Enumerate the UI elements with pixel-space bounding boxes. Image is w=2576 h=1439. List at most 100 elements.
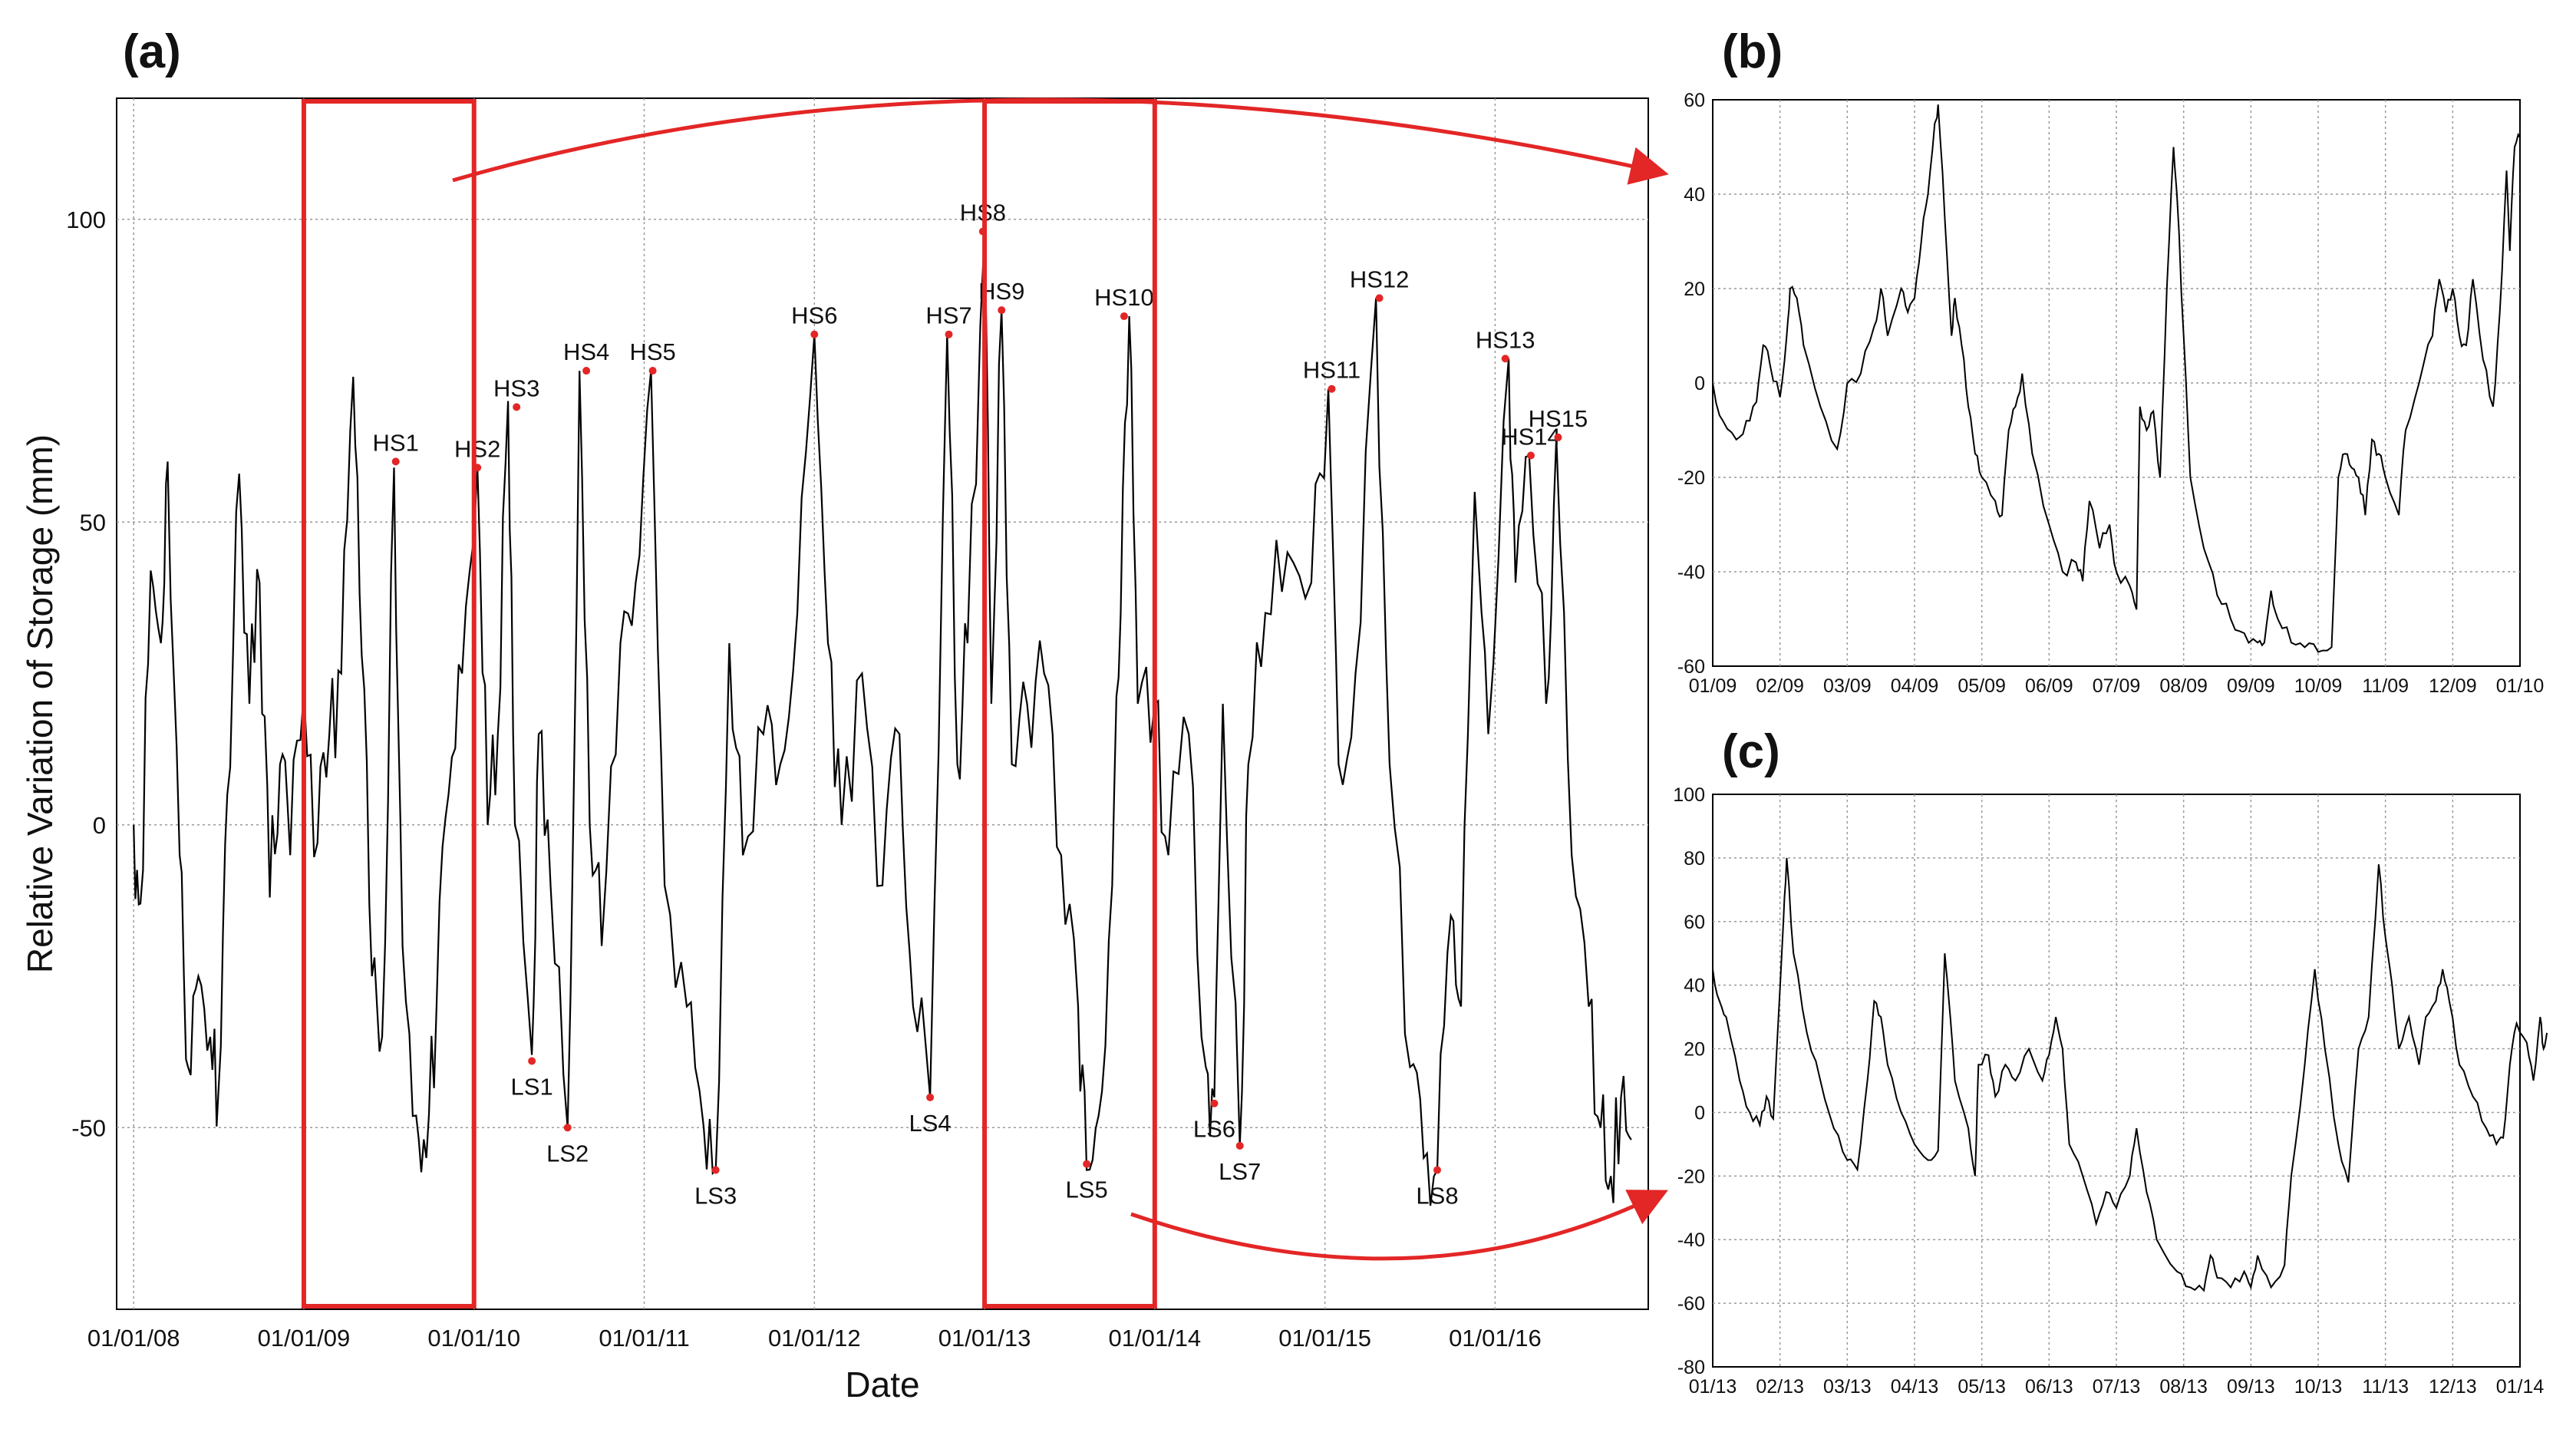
c-ytick-1: -60 bbox=[1677, 1293, 1705, 1315]
a-xtick-5: 01/01/13 bbox=[938, 1325, 1031, 1352]
a-xtick-1: 01/01/09 bbox=[258, 1325, 351, 1352]
marker-hs3 bbox=[513, 403, 521, 411]
c-ytick-5: 20 bbox=[1684, 1039, 1705, 1061]
b-xtick-6: 07/09 bbox=[2093, 675, 2141, 697]
c-ytick-9: 100 bbox=[1673, 784, 1705, 806]
marker-hs11 bbox=[1328, 385, 1336, 393]
marker-hs6 bbox=[810, 330, 819, 338]
c-ytick-8: 80 bbox=[1684, 848, 1705, 870]
label-hs15: HS15 bbox=[1529, 405, 1588, 432]
a-xtick-4: 01/01/12 bbox=[768, 1325, 861, 1352]
marker-hs5 bbox=[648, 367, 657, 375]
b-xtick-12: 01/10 bbox=[2496, 675, 2545, 697]
b-ytick-3: 0 bbox=[1694, 373, 1705, 394]
c-ytick-6: 40 bbox=[1684, 975, 1705, 997]
c-ytick-7: 60 bbox=[1684, 912, 1705, 933]
b-ytick-0: -60 bbox=[1677, 656, 1705, 678]
label-hs14: HS14 bbox=[1501, 424, 1561, 451]
panel-a-label: (a) bbox=[123, 25, 181, 78]
panel-c: 01/13 02/13 03/13 04/13 05/13 06/13 07/13 08/13… bbox=[1673, 784, 2548, 1398]
label-hs5: HS5 bbox=[629, 338, 675, 365]
c-xtick-1: 02/13 bbox=[1756, 1376, 1804, 1398]
b-xtick-8: 09/09 bbox=[2227, 675, 2275, 697]
marker-ls8 bbox=[1433, 1166, 1441, 1174]
label-ls1: LS1 bbox=[511, 1074, 553, 1101]
label-ls7: LS7 bbox=[1219, 1158, 1261, 1185]
c-ytick-2: -40 bbox=[1677, 1229, 1705, 1251]
c-xtick-11: 12/13 bbox=[2429, 1376, 2477, 1398]
b-xtick-10: 11/09 bbox=[2362, 675, 2409, 697]
c-xtick-0: 01/13 bbox=[1689, 1376, 1737, 1398]
b-xtick-1: 02/09 bbox=[1756, 675, 1804, 697]
marker-hs9 bbox=[998, 306, 1006, 315]
label-hs3: HS3 bbox=[493, 375, 539, 401]
panel-b-label: (b) bbox=[1722, 25, 1783, 78]
c-ytick-0: -80 bbox=[1677, 1357, 1705, 1378]
label-ls3: LS3 bbox=[694, 1183, 737, 1210]
marker-hs7 bbox=[945, 330, 953, 338]
marker-ls7 bbox=[1235, 1141, 1244, 1150]
marker-ls2 bbox=[563, 1124, 572, 1132]
label-hs12: HS12 bbox=[1350, 266, 1410, 292]
a-ytick-3: 100 bbox=[66, 206, 106, 233]
a-xtick-0: 01/01/08 bbox=[87, 1325, 180, 1352]
marker-ls6 bbox=[1210, 1099, 1219, 1107]
label-hs4: HS4 bbox=[563, 338, 609, 365]
marker-hs1 bbox=[391, 457, 400, 466]
panel-b: 01/09 02/09 03/09 04/09 05/09 06/09 07/09 08/09… bbox=[1677, 90, 2544, 697]
panel-a-y-axis-label: Relative Variation of Storage (mm) bbox=[20, 434, 60, 973]
a-xtick-7: 01/01/15 bbox=[1278, 1325, 1371, 1352]
a-ytick-1: 0 bbox=[93, 812, 106, 839]
a-xtick-6: 01/01/14 bbox=[1109, 1325, 1202, 1352]
panel-a-ticks: 01/01/08 01/01/09 01/01/10 01/01/11 01/01/12… bbox=[66, 206, 1541, 1352]
highlight-window-1 bbox=[301, 99, 477, 1309]
marker-ls4 bbox=[926, 1093, 935, 1101]
c-storage-line bbox=[1712, 857, 2548, 1292]
marker-hs15 bbox=[1554, 433, 1562, 441]
panel-a-x-axis-label: Date bbox=[845, 1365, 919, 1404]
marker-hs12 bbox=[1375, 294, 1384, 302]
b-xtick-3: 04/09 bbox=[1891, 675, 1939, 697]
c-xtick-6: 07/13 bbox=[2093, 1376, 2141, 1398]
c-xtick-2: 03/13 bbox=[1823, 1376, 1872, 1398]
label-hs1: HS1 bbox=[373, 429, 419, 456]
panel-a: 01/01/08 01/01/09 01/01/10 01/01/11 01/01/12… bbox=[20, 97, 1649, 1404]
b-storage-line bbox=[1712, 104, 2521, 653]
panel-c-ticks: 01/13 02/13 03/13 04/13 05/13 06/13 07/13 08/13… bbox=[1673, 784, 2544, 1398]
c-xtick-10: 11/13 bbox=[2362, 1376, 2409, 1398]
c-xtick-8: 09/13 bbox=[2227, 1376, 2275, 1398]
label-hs11: HS11 bbox=[1303, 357, 1361, 384]
c-xtick-4: 05/13 bbox=[1958, 1376, 2006, 1398]
panel-b-ticks: 01/09 02/09 03/09 04/09 05/09 06/09 07/09 08/09… bbox=[1677, 90, 2544, 697]
c-ytick-3: -20 bbox=[1677, 1166, 1705, 1187]
label-hs2: HS2 bbox=[454, 435, 500, 462]
panel-b-series bbox=[1712, 104, 2521, 653]
label-ls6: LS6 bbox=[1193, 1116, 1235, 1143]
label-ls8: LS8 bbox=[1416, 1183, 1458, 1210]
a-xtick-2: 01/01/10 bbox=[427, 1325, 520, 1352]
a-ytick-0: -50 bbox=[71, 1114, 106, 1141]
b-xtick-2: 03/09 bbox=[1823, 675, 1872, 697]
b-ytick-2: -20 bbox=[1677, 467, 1705, 489]
label-hs6: HS6 bbox=[791, 302, 837, 329]
marker-hs14 bbox=[1526, 451, 1535, 460]
zoom-connectors bbox=[452, 97, 1669, 1261]
b-ytick-1: -40 bbox=[1677, 562, 1705, 583]
a-ytick-2: 50 bbox=[80, 509, 106, 536]
panel-c-label: (c) bbox=[1722, 725, 1780, 778]
c-xtick-5: 06/13 bbox=[2025, 1376, 2073, 1398]
c-xtick-3: 04/13 bbox=[1891, 1376, 1939, 1398]
label-hs10: HS10 bbox=[1094, 284, 1154, 311]
b-xtick-4: 05/09 bbox=[1958, 675, 2006, 697]
b-xtick-5: 06/09 bbox=[2025, 675, 2073, 697]
c-xtick-9: 10/13 bbox=[2294, 1376, 2343, 1398]
a-xtick-3: 01/01/11 bbox=[599, 1325, 689, 1352]
label-ls4: LS4 bbox=[909, 1110, 952, 1137]
b-xtick-11: 12/09 bbox=[2429, 675, 2477, 697]
marker-hs4 bbox=[582, 367, 591, 375]
marker-hs10 bbox=[1120, 312, 1128, 321]
b-ytick-5: 40 bbox=[1684, 184, 1705, 206]
label-ls5: LS5 bbox=[1066, 1177, 1108, 1203]
